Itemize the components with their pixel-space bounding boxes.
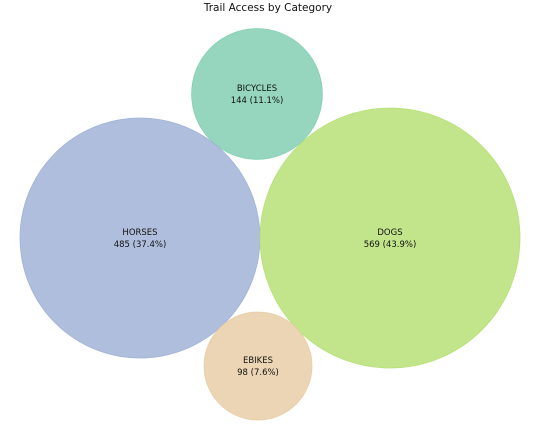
- bubble-label-horses: HORSES: [122, 228, 157, 238]
- bubble-value-ebikes: 98 (7.6%): [237, 368, 279, 378]
- bubble-label-bicycles: BICYCLES: [237, 84, 277, 94]
- bubble-value-horses: 485 (37.4%): [114, 240, 167, 250]
- bubble-label-ebikes: EBIKES: [243, 356, 273, 366]
- bubble-bicycles: [191, 28, 323, 160]
- bubble-value-bicycles: 144 (11.1%): [231, 96, 284, 106]
- bubble-ebikes: [203, 311, 313, 421]
- bubbles-group: BICYCLES 144 (11.1%) HORSES 485 (37.4%) DOGS…: [19, 28, 521, 421]
- bubble-value-dogs: 569 (43.9%): [364, 240, 417, 250]
- bubble-label-dogs: DOGS: [377, 228, 402, 238]
- bubble-horses: [19, 117, 261, 359]
- chart-title: Trail Access by Category: [203, 2, 332, 14]
- bubble-dogs: [259, 107, 521, 369]
